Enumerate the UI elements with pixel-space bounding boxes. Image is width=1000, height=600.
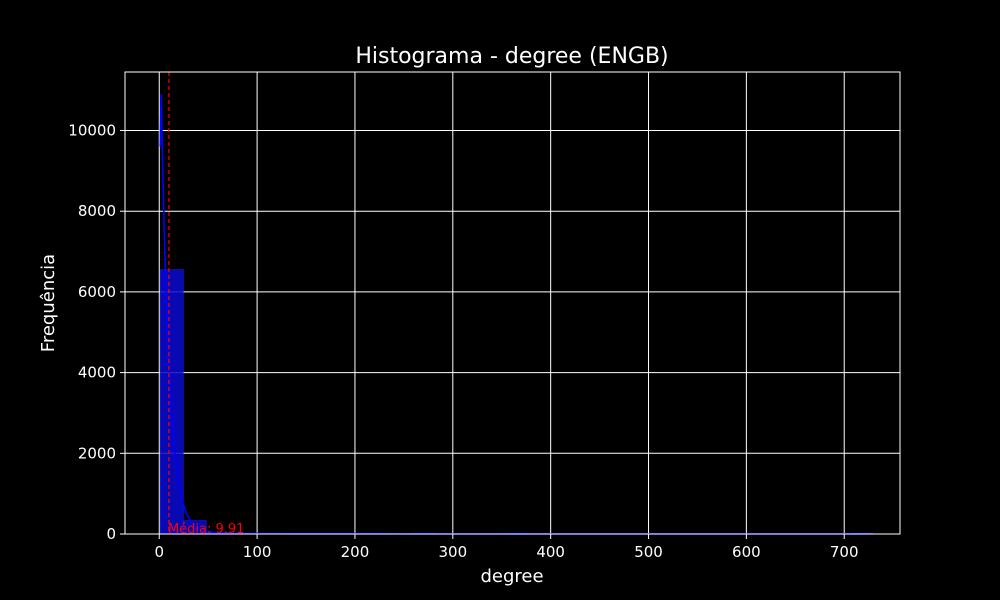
y-axis-label: Frequência (38, 254, 59, 352)
mean-label: Média: 9.91 (168, 522, 245, 537)
grid-lines (125, 72, 900, 535)
x-tick-label: 300 (438, 543, 467, 561)
y-tick-label: 0 (106, 525, 116, 543)
x-tick-label: 100 (243, 543, 272, 561)
mean-marker: Média: 9.91 (168, 72, 245, 537)
chart-title: Histograma - degree (ENGB) (355, 44, 668, 69)
x-tick-label: 400 (536, 543, 565, 561)
x-tick-label: 0 (154, 543, 164, 561)
x-tick-label: 700 (830, 543, 859, 561)
plot-frame (124, 71, 901, 535)
x-tick-label: 600 (732, 543, 761, 561)
x-tick-label: 200 (341, 543, 370, 561)
x-tick-label: 500 (634, 543, 663, 561)
y-tick-label: 4000 (78, 364, 116, 382)
axis-ticks: 0 100 200 300 400 500 600 700 0 2000 4000 6000 8000 1… (68, 122, 858, 561)
y-tick-label: 8000 (78, 202, 116, 220)
y-tick-label: 2000 (78, 444, 116, 462)
y-tick-label: 6000 (78, 283, 116, 301)
y-tick-label: 10000 (68, 122, 116, 140)
x-axis-label: degree (480, 566, 543, 587)
